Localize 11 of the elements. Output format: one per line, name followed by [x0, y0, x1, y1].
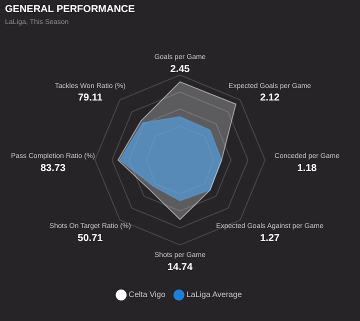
text: 2.12	[260, 92, 280, 104]
chart-title: GENERAL PERFORMANCE	[5, 4, 135, 15]
text: 83.73	[40, 162, 66, 174]
text: 14.74	[167, 262, 193, 273]
text: 1.27	[260, 232, 280, 244]
text: 79.11	[78, 92, 103, 104]
legend-label: Celta Vigo	[128, 290, 166, 300]
text: 50.71	[78, 232, 104, 244]
legend-label: LaLiga Average	[186, 290, 242, 300]
text: 1.18	[297, 162, 318, 174]
text: 2.45	[170, 64, 190, 75]
